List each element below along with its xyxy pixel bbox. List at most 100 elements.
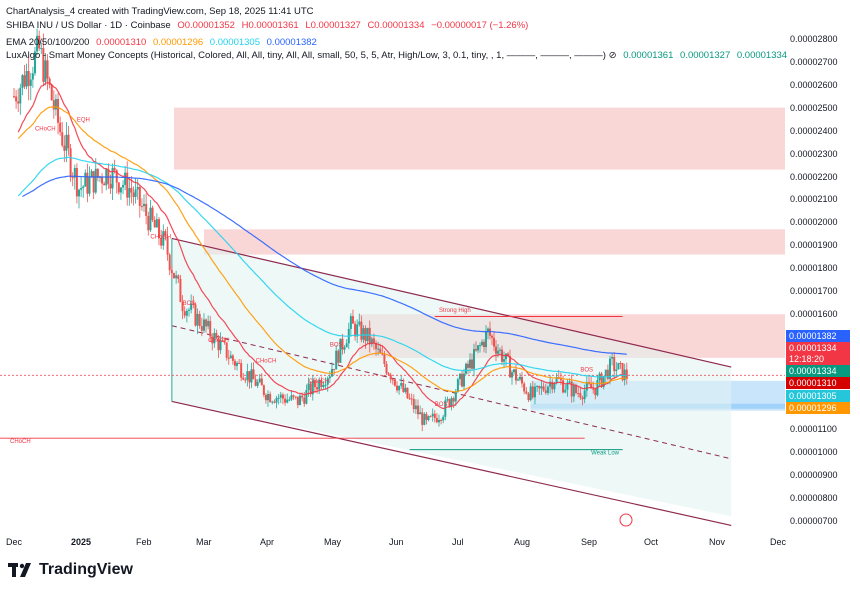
candle-body <box>465 363 467 374</box>
candle-body <box>606 369 609 379</box>
smc-label[interactable]: LuxAlgo - Smart Money Concepts (Historic… <box>6 50 617 61</box>
candle-body <box>48 78 51 86</box>
bos-label: BOS <box>330 342 343 348</box>
ema200-price-label: 0.00001382 <box>786 330 850 342</box>
candle-body <box>250 369 253 383</box>
candle-body <box>92 171 95 193</box>
candle-body <box>335 350 338 370</box>
candle-body <box>256 382 259 386</box>
x-tick-label: Apr <box>260 537 275 547</box>
candle-body <box>38 35 41 49</box>
candle-body <box>227 357 230 359</box>
candle-body <box>275 398 278 403</box>
x-tick-label: Dec <box>770 537 787 547</box>
candle-body <box>267 394 269 401</box>
candle-body <box>124 172 127 185</box>
candle-body <box>119 187 122 193</box>
candle-body <box>115 170 118 183</box>
candle-body <box>290 395 293 400</box>
candle-body <box>429 416 432 418</box>
candle-body <box>50 85 53 101</box>
candle-body <box>503 359 505 362</box>
candle-body <box>52 100 55 110</box>
candle-body <box>393 379 396 386</box>
ema100-line <box>17 156 627 378</box>
y-tick-label: 0.00002200 <box>790 171 838 182</box>
candle-body <box>379 348 382 354</box>
candle-body <box>188 309 190 311</box>
candle-body <box>358 321 361 325</box>
candle-body <box>96 168 99 178</box>
x-tick-label: May <box>324 537 342 547</box>
ema50-price-label: 0.00001296 <box>786 402 850 414</box>
candle-body <box>531 386 534 398</box>
y-tick-label: 0.00002500 <box>790 102 838 113</box>
candle-body <box>412 398 415 410</box>
candle-body <box>305 390 308 404</box>
candle-body <box>244 379 247 381</box>
candle-body <box>303 397 306 404</box>
logo-text: TradingView <box>39 561 133 578</box>
candle-body <box>155 219 158 228</box>
candle-body <box>456 379 459 392</box>
candle-body <box>341 338 344 350</box>
candle-body <box>483 341 485 348</box>
candle-body <box>61 132 64 146</box>
candle-body <box>544 390 547 393</box>
candle-body <box>75 168 78 197</box>
supply-zone-2 <box>204 229 785 255</box>
candle-body <box>168 254 171 271</box>
candle-body <box>279 394 282 398</box>
x-tick-label: Dec <box>6 537 23 547</box>
candle-body <box>103 183 106 186</box>
candle-body <box>111 167 114 189</box>
candle-body <box>307 383 310 391</box>
candle-body <box>209 320 212 337</box>
candle-body <box>368 327 371 345</box>
x-tick-label: Nov <box>709 537 726 547</box>
candle-body <box>521 376 523 384</box>
tradingview-logo-icon <box>8 563 31 577</box>
candle-body <box>101 176 104 184</box>
candle-body <box>229 355 232 359</box>
candle-body <box>351 316 354 324</box>
ema20-value: 0.00001310 <box>96 37 147 48</box>
candle-body <box>621 363 624 381</box>
candle-body <box>473 349 475 369</box>
candle-body <box>423 413 426 425</box>
candle-body <box>109 183 112 189</box>
candle-body <box>258 378 261 383</box>
candle-body <box>581 397 584 400</box>
candle-body <box>515 369 517 381</box>
candle-body <box>173 273 175 279</box>
symbol-text[interactable]: SHIBA INU / US Dollar · 1D · Coinbase <box>6 20 171 31</box>
candle-body <box>391 379 394 381</box>
low-value: L0.00001327 <box>305 20 361 31</box>
candle-body <box>562 380 565 393</box>
choch-label: CHoCH <box>150 234 171 240</box>
tradingview-logo[interactable]: TradingView <box>8 561 133 579</box>
ema100-box-label: 0.00001334 <box>786 365 850 377</box>
candle-body <box>444 400 447 417</box>
candle-body <box>613 356 616 372</box>
choch-label: CHoCH <box>256 358 277 364</box>
smc-value-2: 0.00001327 <box>680 50 731 61</box>
candle-body <box>13 96 15 98</box>
candle-body <box>487 328 489 332</box>
candle-body <box>128 188 131 198</box>
candle-body <box>238 362 241 364</box>
candle-body <box>117 182 120 193</box>
candle-body <box>25 71 28 87</box>
candle-body <box>600 373 603 387</box>
candle-body <box>583 390 586 400</box>
ema-label[interactable]: EMA 20/50/100/200 <box>6 37 90 48</box>
channel-lower-line <box>171 400 732 526</box>
y-tick-label: 0.00000900 <box>790 469 838 480</box>
candle-body <box>113 167 116 171</box>
candle-body <box>225 342 228 358</box>
candle-body <box>479 345 481 347</box>
candle-body <box>485 331 487 348</box>
candle-body <box>609 358 611 379</box>
candle-body <box>246 371 249 380</box>
